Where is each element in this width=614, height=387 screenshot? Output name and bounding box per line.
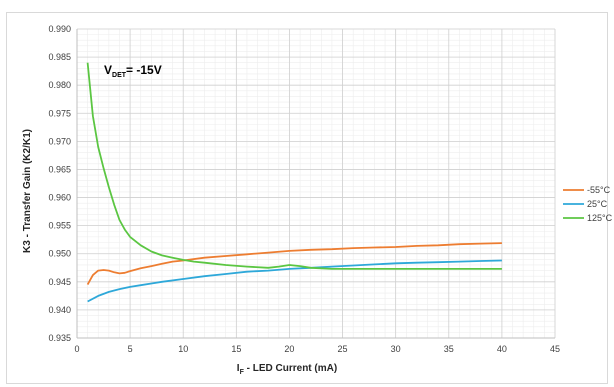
y-tick-label: 0.950 — [48, 249, 71, 259]
y-tick-labels: 0.935 0.940 0.945 0.950 0.955 0.960 0.965 0.970… — [48, 24, 71, 343]
x-tick-label: 30 — [391, 344, 401, 354]
legend-label: 125°C — [587, 213, 613, 223]
axes — [76, 29, 555, 339]
x-tick-label: 20 — [284, 344, 294, 354]
x-tick-label: 40 — [497, 344, 507, 354]
y-tick-label: 0.940 — [48, 305, 71, 315]
series-line-0 — [86, 242, 502, 286]
y-tick-label: 0.935 — [48, 333, 71, 343]
x-tick-labels: 0 5 10 15 20 25 30 35 40 45 — [74, 344, 560, 354]
x-axis-label: IF - LED Current (mA) — [237, 363, 337, 376]
legend-label: 25°C — [587, 199, 608, 209]
series-line-1 — [87, 259, 502, 303]
x-tick-label: 5 — [128, 344, 133, 354]
y-tick-label: 0.990 — [48, 24, 71, 34]
legend: -55°C 25°C 125°C — [563, 185, 613, 223]
x-tick-label: 25 — [338, 344, 348, 354]
y-axis-label: K3 - Transfer Gain (K2/K1) — [22, 129, 33, 253]
y-tick-label: 0.980 — [48, 80, 71, 90]
x-tick-label: 0 — [74, 344, 79, 354]
annotation-vdet: VDET= -15V — [104, 63, 162, 79]
x-tick-label: 10 — [178, 344, 188, 354]
y-tick-label: 0.985 — [48, 52, 71, 62]
x-tick-label: 35 — [444, 344, 454, 354]
y-tick-label: 0.955 — [48, 221, 71, 231]
y-tick-label: 0.965 — [48, 164, 71, 174]
y-tick-label: 0.945 — [48, 277, 71, 287]
y-tick-label: 0.970 — [48, 136, 71, 146]
series-line-2 — [86, 62, 502, 270]
legend-label: -55°C — [587, 185, 611, 195]
series-lines — [86, 62, 502, 303]
x-tick-label: 15 — [231, 344, 241, 354]
x-tick-label: 45 — [550, 344, 560, 354]
y-tick-label: 0.975 — [48, 108, 71, 118]
y-tick-label: 0.960 — [48, 193, 71, 203]
